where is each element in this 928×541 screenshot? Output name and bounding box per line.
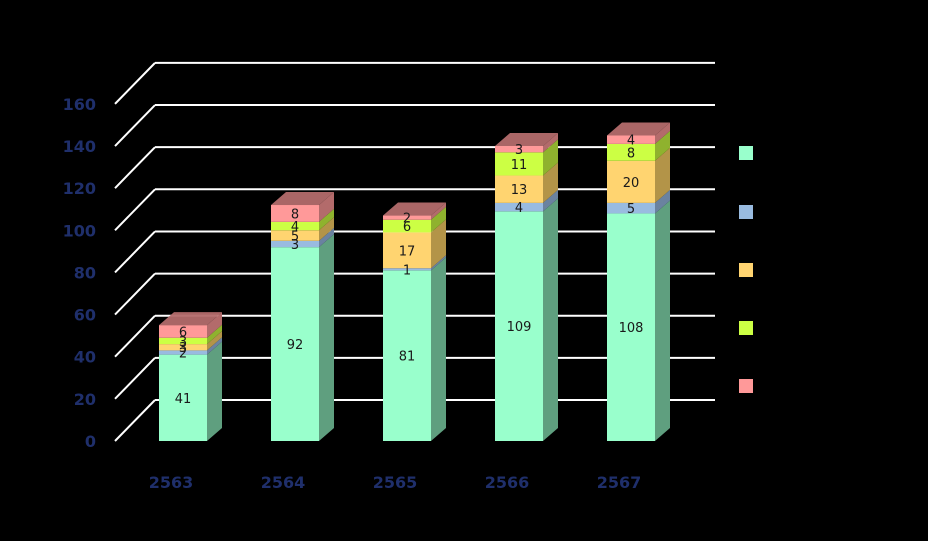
data-label: 81 [399, 350, 416, 365]
legend-swatch [739, 146, 753, 160]
legend-swatch [739, 379, 753, 393]
bar-stack [271, 192, 334, 441]
data-label: 8 [627, 146, 635, 161]
bar-segment [383, 202, 446, 220]
bar-segment [271, 234, 334, 441]
y-tick-label: 80 [74, 263, 96, 282]
y-tick-label: 0 [85, 432, 96, 451]
bar-segment [383, 206, 446, 233]
data-label: 6 [403, 220, 411, 235]
data-label: 4 [291, 220, 299, 235]
data-label: 5 [627, 202, 635, 217]
bar-stack [383, 202, 446, 441]
y-tick-label: 100 [63, 221, 96, 240]
bar-segment [159, 312, 222, 338]
bar-segment [383, 255, 446, 271]
data-label: 6 [179, 325, 187, 340]
bar-segment [383, 257, 446, 441]
y-tick-label: 120 [63, 179, 96, 198]
data-label: 11 [511, 158, 528, 173]
legend-swatch [739, 321, 753, 335]
data-label: 109 [507, 320, 532, 335]
bar-segment [159, 341, 222, 441]
bar-segment [495, 198, 558, 441]
data-label: 1 [403, 263, 411, 278]
bar-stack [607, 122, 670, 441]
data-label: 108 [619, 321, 644, 336]
data-label: 5 [291, 230, 299, 245]
bars [159, 122, 670, 441]
data-label: 3 [179, 341, 187, 356]
bar-stack [495, 133, 558, 441]
y-tick-label: 20 [74, 390, 96, 409]
data-label: 92 [287, 338, 304, 353]
bar-segment [159, 337, 222, 355]
bar-segment [495, 162, 558, 203]
data-label: 3 [515, 143, 523, 158]
data-label: 4 [515, 201, 523, 216]
data-label: 2 [403, 212, 411, 227]
data-label: 3 [291, 238, 299, 253]
x-tick-label: 2564 [261, 473, 306, 492]
bar-segment [271, 192, 334, 222]
x-tick-label: 2565 [373, 473, 418, 492]
y-axis-tick-labels: 0 20 40 60 80 100 120 140 160 [63, 95, 96, 451]
bar-segment [383, 219, 446, 269]
bar-segment [271, 208, 334, 231]
bar-segment [159, 324, 222, 345]
data-label: 41 [175, 392, 192, 407]
gridline [114, 104, 715, 147]
data-label: 13 [511, 183, 528, 198]
x-tick-label: 2567 [597, 473, 642, 492]
data-label: 17 [399, 244, 416, 259]
legend [739, 146, 753, 393]
legend-swatch [739, 263, 753, 277]
y-tick-label: 40 [74, 348, 96, 367]
y-tick-label: 60 [74, 306, 96, 325]
bar-segment [607, 189, 670, 214]
data-label: 8 [291, 207, 299, 222]
bar-segment [607, 200, 670, 441]
data-label: 20 [623, 176, 640, 191]
bar-segment [495, 189, 558, 212]
bar-segment [271, 227, 334, 248]
bar-segment [271, 217, 334, 241]
data-label: 2 [179, 347, 187, 362]
gridline [114, 61, 715, 105]
x-axis-category-labels: 2563 2564 2565 2566 2567 [149, 473, 642, 492]
bar-segment [607, 122, 670, 144]
bar-segment [607, 147, 670, 203]
bar-segment [607, 130, 670, 161]
x-tick-label: 2566 [485, 473, 530, 492]
x-tick-label: 2563 [149, 473, 194, 492]
data-label: 3 [179, 335, 187, 350]
bar-segment [495, 139, 558, 176]
bar-segment [495, 133, 558, 153]
y-tick-label: 140 [63, 137, 96, 156]
data-label: 4 [627, 134, 635, 149]
bar-stack [159, 312, 222, 441]
y-tick-label: 160 [63, 95, 96, 114]
bar-segment [159, 331, 222, 351]
legend-swatch [739, 205, 753, 219]
